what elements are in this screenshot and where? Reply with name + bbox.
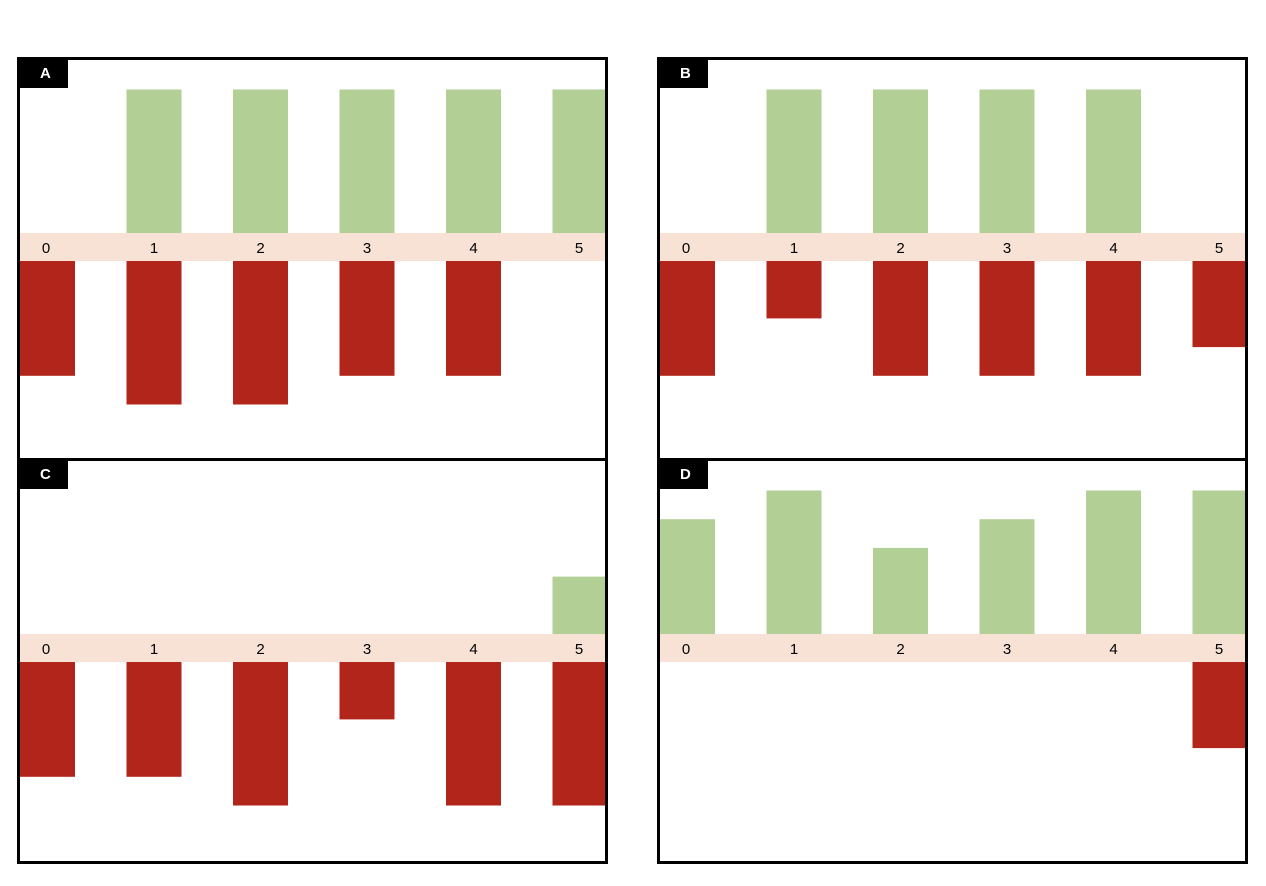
negative-bar xyxy=(1192,662,1245,749)
negative-bar xyxy=(339,662,395,720)
positive-bar xyxy=(126,89,182,233)
category-tick-label: 0 xyxy=(42,240,50,257)
positive-bar xyxy=(1086,490,1141,634)
category-tick-label: 3 xyxy=(363,641,371,658)
category-tick-label: 0 xyxy=(682,641,690,658)
category-tick-label: 1 xyxy=(790,240,798,257)
category-tick-label: 4 xyxy=(1109,641,1117,658)
category-tick-label: 2 xyxy=(256,240,264,257)
chart-panel-b: B 0 1 2 3 4 5 xyxy=(657,57,1248,463)
negative-bar xyxy=(339,261,395,376)
negative-bar xyxy=(552,662,605,806)
category-tick-label: 5 xyxy=(575,641,583,658)
negative-bar xyxy=(446,261,501,376)
positive-bar xyxy=(873,89,928,233)
panel-label: D xyxy=(660,461,708,489)
category-tick-label: 2 xyxy=(896,641,904,658)
positive-bar xyxy=(873,547,928,634)
axis-band xyxy=(660,233,1245,261)
positive-bar xyxy=(339,89,395,233)
negative-bar xyxy=(1192,261,1245,348)
category-tick-label: 2 xyxy=(256,641,264,658)
positive-bar xyxy=(660,519,715,634)
category-tick-label: 3 xyxy=(363,240,371,257)
panel-label: C xyxy=(20,461,68,489)
positive-bar xyxy=(766,89,822,233)
negative-bar xyxy=(1086,261,1141,376)
category-tick-label: 2 xyxy=(896,240,904,257)
category-tick-label: 5 xyxy=(1215,240,1223,257)
negative-bar xyxy=(20,662,75,777)
category-tick-label: 4 xyxy=(1109,240,1117,257)
positive-bar xyxy=(979,519,1035,634)
bar-chart-b: 0 1 2 3 4 5 xyxy=(660,89,1245,376)
chart-panel-a: A 0 1 2 3 4 5 xyxy=(17,57,608,463)
negative-bar xyxy=(660,261,715,376)
axis-band xyxy=(660,634,1245,662)
positive-bar xyxy=(552,576,605,634)
positive-bar xyxy=(233,89,288,233)
panel-label: A xyxy=(20,60,68,88)
negative-bar xyxy=(233,261,288,405)
negative-bar xyxy=(446,662,501,806)
panel-label: B xyxy=(660,60,708,88)
negative-bar xyxy=(979,261,1035,376)
category-tick-label: 4 xyxy=(469,641,477,658)
axis-band xyxy=(20,233,605,261)
category-tick-label: 1 xyxy=(150,240,158,257)
negative-bar xyxy=(766,261,822,319)
negative-bar xyxy=(873,261,928,376)
category-tick-label: 4 xyxy=(469,240,477,257)
category-tick-label: 3 xyxy=(1003,641,1011,658)
category-tick-label: 0 xyxy=(42,641,50,658)
bar-chart-a: 0 1 2 3 4 5 xyxy=(20,89,605,405)
negative-bar xyxy=(126,261,182,405)
category-tick-label: 0 xyxy=(682,240,690,257)
positive-bar xyxy=(766,490,822,634)
positive-bar xyxy=(1192,490,1245,634)
positive-bar xyxy=(552,89,605,233)
negative-bar xyxy=(20,261,75,376)
bar-chart-c: 0 1 2 3 4 5 xyxy=(20,576,605,806)
positive-bar xyxy=(1086,89,1141,233)
negative-bar xyxy=(233,662,288,806)
category-tick-label: 3 xyxy=(1003,240,1011,257)
negative-bar xyxy=(126,662,182,777)
category-tick-label: 5 xyxy=(1215,641,1223,658)
chart-panel-d: D 0 1 2 3 4 5 xyxy=(657,458,1248,864)
chart-panel-c: C 0 1 2 3 4 5 xyxy=(17,458,608,864)
positive-bar xyxy=(446,89,501,233)
category-tick-label: 5 xyxy=(575,240,583,257)
category-tick-label: 1 xyxy=(150,641,158,658)
positive-bar xyxy=(979,89,1035,233)
axis-band xyxy=(20,634,605,662)
category-tick-label: 1 xyxy=(790,641,798,658)
bar-chart-d: 0 1 2 3 4 5 xyxy=(660,490,1245,749)
